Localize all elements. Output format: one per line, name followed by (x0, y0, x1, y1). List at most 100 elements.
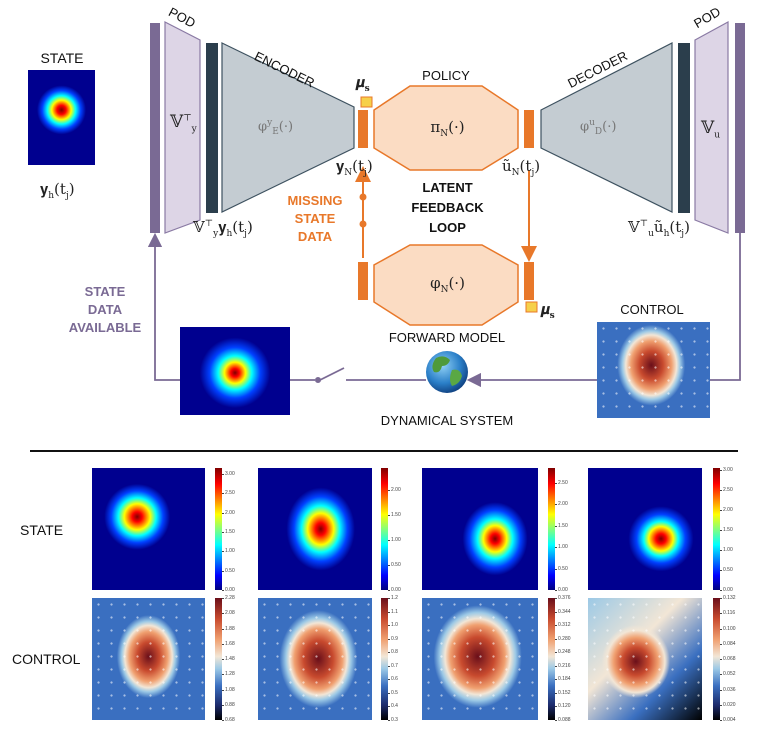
colorbar-tick-label: 2.50 (555, 479, 568, 486)
colorbar-tick-label: 2.08 (222, 610, 235, 617)
dynamical-system-label: DYNAMICAL SYSTEM (380, 413, 514, 428)
colorbar-tick-label: 0.00 (388, 587, 401, 593)
pod-right-input: 𝕍⊤uũh(tj) (628, 218, 690, 239)
colorbar-tick-label: 0.152 (555, 689, 571, 696)
control-heatmap-1 (92, 598, 205, 720)
policy-label: POLICY (422, 68, 470, 83)
control-colorbar-4: 0.004 0.020 0.036 0.052 0.068 0.084 0.100 0.116… (713, 595, 736, 723)
latent-control-bar (524, 110, 534, 148)
architecture-diagram (147, 20, 745, 393)
colorbar-tick-label: 0.132 (720, 595, 736, 601)
colorbar-tick-label: 0.00 (222, 587, 235, 593)
latent-state-label: 𝐲N(tj) (336, 157, 373, 178)
colorbar-tick-label: 0.68 (222, 717, 235, 723)
control-colorbar-1: 0.68 0.88 1.08 1.28 1.48 1.68 1.88 2.08 2.28 (215, 595, 235, 723)
colorbar-tick-label: 0.120 (555, 703, 571, 710)
latent-control-label: ũN(tj) (502, 157, 541, 178)
pod-left-matrix: 𝕍⊤y (170, 112, 197, 135)
state-colorbar-2: 0.00 0.50 1.00 1.50 2.00 (381, 468, 401, 593)
colorbar-tick-label: 2.50 (720, 487, 733, 493)
colorbar-tick-label: 1.50 (555, 522, 568, 529)
state-heatmap-1 (92, 468, 205, 590)
colorbar-tick-label: 1.00 (222, 548, 235, 555)
latent-feedback-loop-label: LATENT FEEDBACK LOOP (411, 180, 484, 235)
mu-s-bottom-label: 𝝁s (541, 302, 555, 321)
colorbar-tick-label: 0.8 (388, 649, 398, 656)
control-heatmap-2 (258, 598, 372, 720)
state-data-available-label: STATE DATA AVAILABLE (68, 284, 142, 335)
row-label-control: CONTROL (12, 651, 81, 667)
section-divider (30, 450, 738, 452)
policy-block (373, 85, 519, 171)
colorbar-tick-label: 2.00 (720, 507, 733, 513)
state-colorbar-4: 0.00 0.50 1.00 1.50 2.00 2.50 3.00 (713, 467, 733, 593)
mu-s-bottom-square (525, 301, 538, 313)
colorbar-tick-label: 0.100 (720, 625, 736, 632)
colorbar-tick-label: 0.036 (720, 686, 736, 693)
pod-left-reduced-bar (206, 43, 218, 213)
state-variable: 𝐲h(tj) (40, 180, 75, 201)
pod-right-matrix: 𝕍u (701, 118, 720, 141)
colorbar-tick-label: 1.50 (720, 527, 733, 533)
state-heatmap-2 (258, 468, 372, 590)
colorbar-tick-label: 2.50 (222, 490, 235, 497)
colorbar-tick-label: 0.6 (388, 676, 398, 683)
colorbar-tick-label: 0.88 (222, 701, 235, 708)
state-heatmap-4 (588, 468, 702, 590)
input-state-bar (150, 23, 160, 233)
mu-s-top-label: 𝝁s (356, 75, 370, 94)
state-heatmap-observed (180, 327, 290, 415)
colorbar-tick-label: 1.00 (555, 544, 568, 551)
colorbar-tick-label: 1.08 (222, 686, 235, 693)
pod-right-reduced-bar (678, 43, 690, 213)
colorbar-tick-label: 2.28 (222, 595, 235, 601)
colorbar-tick-label: 0.052 (720, 671, 736, 678)
control-heatmap-4 (588, 598, 702, 720)
colorbar-tick-label: 0.7 (388, 662, 398, 669)
switch-contact (315, 377, 321, 383)
state-heatmap-initial (28, 70, 95, 165)
colorbar-tick-label: 0.00 (720, 587, 733, 593)
output-control-bar (735, 23, 745, 233)
colorbar-tick-label: 0.50 (222, 567, 235, 574)
colorbar-tick-label: 1.88 (222, 625, 235, 632)
forward-input-bar (358, 262, 368, 300)
colorbar-tick-label: 0.248 (555, 649, 571, 656)
decoder-function: φuD(·) (580, 118, 617, 137)
pod-left-block (164, 21, 201, 234)
colorbar-tick-label: 1.00 (720, 547, 733, 553)
state-label: STATE (40, 50, 84, 66)
colorbar-tick-label: 1.48 (222, 656, 235, 662)
globe-icon (426, 351, 468, 393)
colorbar-tick-label: 1.50 (222, 528, 235, 535)
colorbar-tick-label: 0.004 (720, 717, 736, 723)
colorbar-tick-label: 0.216 (555, 662, 571, 669)
colorbar-tick-label: 2.00 (222, 509, 235, 516)
colorbar-tick-label: 0.088 (555, 717, 571, 723)
colorbar-tick-label: 0.344 (555, 608, 571, 615)
state-available-arrow (147, 232, 180, 381)
colorbar-tick-label: 0.068 (720, 656, 736, 662)
control-colorbar-3: 0.088 0.120 0.152 0.184 0.216 0.248 0.280 0.312… (548, 595, 571, 723)
colorbar-tick-label: 0.50 (720, 567, 733, 573)
colorbar-tick-label: 0.4 (388, 703, 398, 710)
colorbar-tick-label: 0.184 (555, 676, 571, 683)
state-colorbar-3: 0.00 0.50 1.00 1.50 2.00 2.50 (548, 468, 568, 593)
colorbar-tick-label: 0.50 (388, 562, 401, 569)
forward-model-block (373, 244, 519, 326)
forward-model-function: φN(·) (430, 274, 465, 295)
colorbar-tick-label: 0.116 (719, 610, 736, 617)
latent-state-bar (358, 110, 368, 148)
colorbar-tick-label: 0.00 (555, 587, 568, 593)
colorbar-tick-label: 0.280 (555, 635, 571, 642)
colorbar-tick-label: 2.00 (388, 487, 401, 494)
pod-left-output: 𝕍⊤y𝐲h(tj) (193, 218, 253, 239)
state-colorbar-1: 0.00 0.50 1.00 1.50 2.00 2.50 3.00 (215, 468, 235, 593)
colorbar-tick-label: 0.50 (555, 565, 568, 572)
colorbar-tick-label: 2.00 (555, 501, 568, 508)
switch-blade (319, 367, 345, 381)
decoder-block (540, 42, 673, 213)
colorbar-tick-label: 1.2 (388, 595, 398, 601)
colorbar-tick-label: 0.5 (388, 689, 398, 696)
colorbar-tick-label: 0.020 (720, 701, 736, 708)
